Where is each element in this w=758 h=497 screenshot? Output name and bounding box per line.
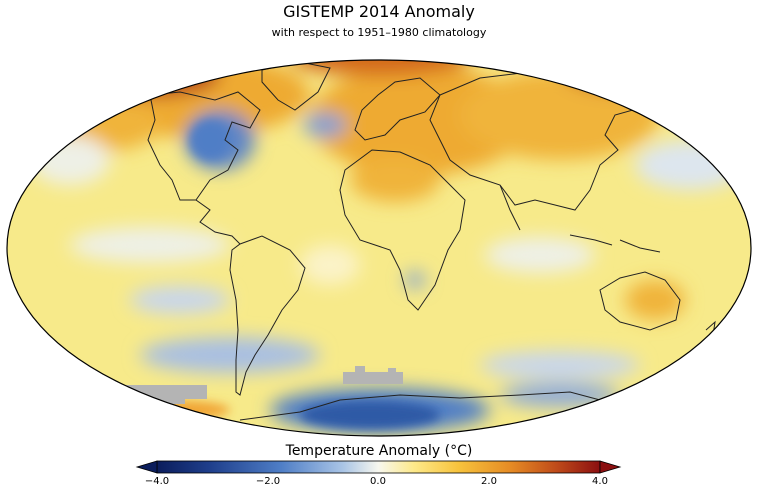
anomaly-patch (140, 337, 320, 373)
anomaly-patch (300, 401, 440, 429)
anomaly-patch (303, 113, 347, 137)
colorbar-max-arrow (599, 460, 622, 474)
anomaly-patch (405, 272, 425, 288)
anomaly-patch (625, 280, 685, 320)
anomaly-patch (290, 60, 470, 76)
anomaly-patch (480, 351, 640, 379)
anomaly-patch (500, 383, 620, 407)
colorbar-tick: 4.0 (592, 476, 608, 487)
colorbar (135, 460, 622, 474)
anomaly-field (7, 60, 751, 436)
colorbar-label: Temperature Anomaly (°C) (285, 443, 473, 459)
anomaly-patch (70, 227, 230, 263)
anomaly-patch (130, 286, 230, 314)
anomaly-patch (485, 237, 595, 273)
anomaly-patch (190, 120, 230, 160)
colorbar-tick: −4.0 (144, 476, 170, 487)
map-subtitle: with respect to 1951–1980 climatology (271, 26, 487, 39)
anomaly-patch (80, 60, 220, 97)
anomaly-patch (565, 60, 685, 90)
colorbar-tick: 2.0 (481, 476, 497, 487)
colorbar-gradient (156, 460, 601, 474)
globe-outline (6, 59, 752, 437)
map-title: GISTEMP 2014 Anomaly (283, 2, 475, 21)
anomaly-patch (635, 140, 745, 190)
colorbar-min-arrow (135, 460, 158, 474)
colorbar-tick: 0.0 (370, 476, 386, 487)
colorbar-tick: −2.0 (255, 476, 281, 487)
anomaly-patch (300, 245, 360, 285)
anomaly-patch (570, 415, 710, 435)
anomaly-patch (350, 158, 440, 202)
